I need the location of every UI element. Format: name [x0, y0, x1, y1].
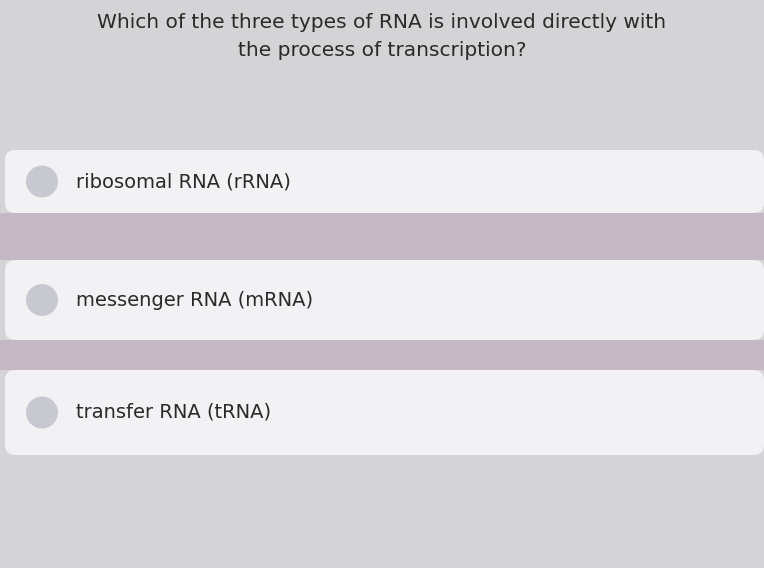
Text: Which of the three types of RNA is involved directly with: Which of the three types of RNA is invol… [98, 14, 666, 32]
Text: messenger RNA (mRNA): messenger RNA (mRNA) [76, 290, 313, 310]
FancyBboxPatch shape [5, 370, 764, 455]
Text: ribosomal RNA (rRNA): ribosomal RNA (rRNA) [76, 172, 291, 191]
Text: transfer RNA (tRNA): transfer RNA (tRNA) [76, 403, 271, 422]
Circle shape [26, 284, 58, 316]
Circle shape [26, 165, 58, 198]
FancyBboxPatch shape [0, 213, 764, 260]
Circle shape [26, 396, 58, 428]
Text: the process of transcription?: the process of transcription? [238, 40, 526, 60]
FancyBboxPatch shape [0, 340, 764, 370]
FancyBboxPatch shape [5, 150, 764, 213]
FancyBboxPatch shape [5, 260, 764, 340]
